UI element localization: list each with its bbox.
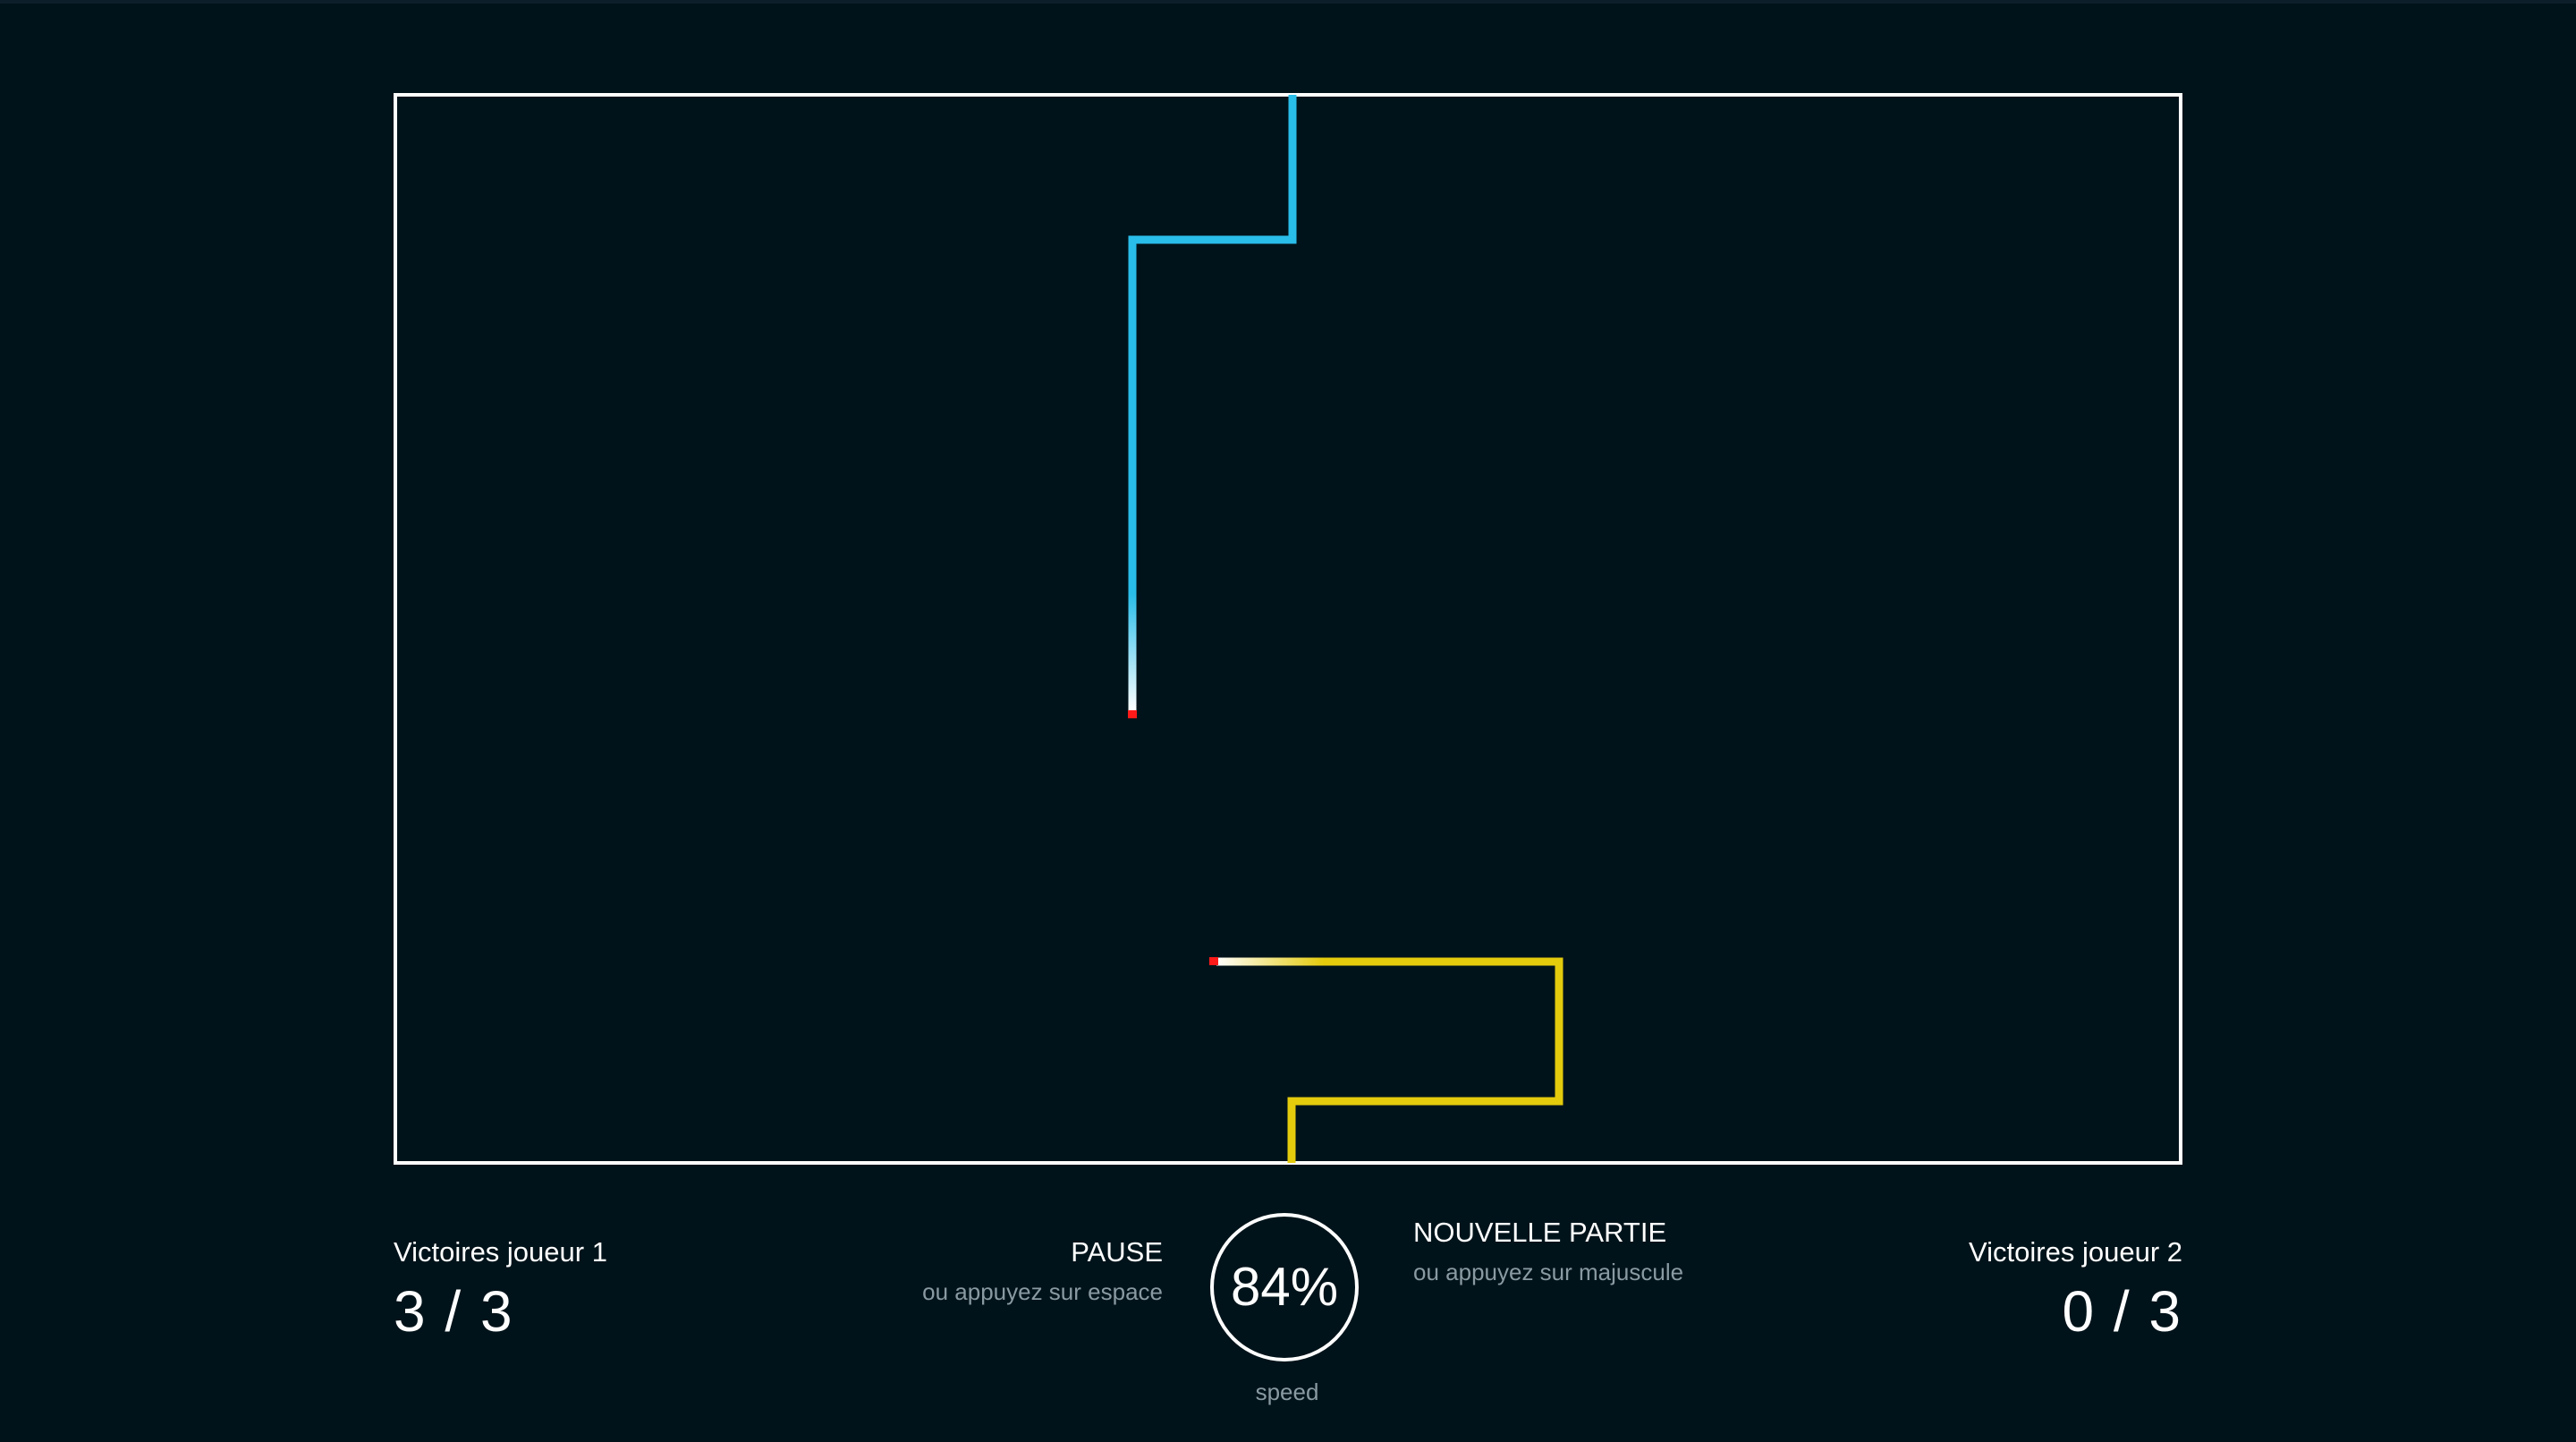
speed-dial[interactable]: 84% xyxy=(1210,1213,1359,1361)
new-game-shortcut-hint: ou appuyez sur majuscule xyxy=(1413,1259,1684,1285)
pause-button[interactable]: PAUSE ou appuyez sur espace xyxy=(894,1233,1163,1311)
player2-trail-path xyxy=(1287,957,1563,1163)
arena-canvas xyxy=(394,93,2182,1165)
pause-shortcut-hint: ou appuyez sur espace xyxy=(922,1278,1163,1305)
arena-border xyxy=(394,93,2182,1165)
pause-button-label: PAUSE xyxy=(1071,1236,1163,1268)
player1-wins-value: 3 / 3 xyxy=(394,1279,514,1344)
new-game-button[interactable]: NOUVELLE PARTIE ou appuyez sur majuscule xyxy=(1413,1213,1699,1292)
new-game-button-label: NOUVELLE PARTIE xyxy=(1413,1217,1667,1248)
player1-wins-label: Victoires joueur 1 xyxy=(394,1236,607,1268)
speed-label: speed xyxy=(1255,1378,1319,1405)
player1-trail xyxy=(1128,95,1297,718)
player2-score: Victoires joueur 2 0 / 3 xyxy=(1825,1234,2182,1344)
player2-wins-label: Victoires joueur 2 xyxy=(1969,1236,2182,1268)
top-strip xyxy=(0,0,2576,4)
player2-head xyxy=(1209,957,1218,965)
speed-value: 84% xyxy=(1230,1257,1339,1317)
player1-score: Victoires joueur 1 3 / 3 xyxy=(394,1234,751,1344)
player1-head xyxy=(1128,710,1137,718)
player1-trail-path xyxy=(1128,95,1297,594)
player2-wins-value: 0 / 3 xyxy=(2062,1279,2182,1344)
player2-trail xyxy=(1209,957,1563,1163)
game-arena[interactable] xyxy=(394,93,2182,1165)
